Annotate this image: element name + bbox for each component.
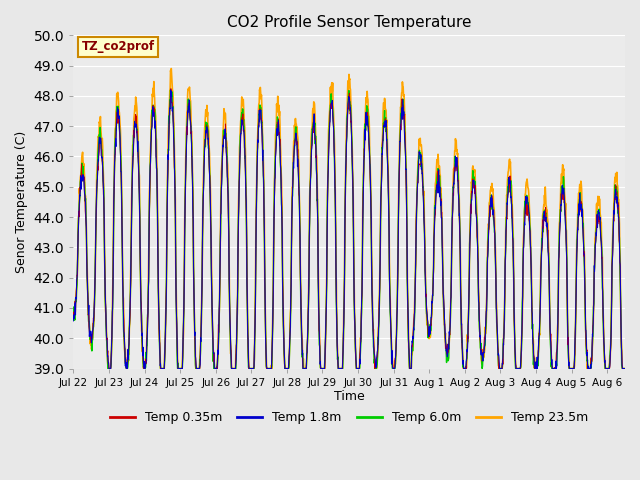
Temp 0.35m <box>488 203 495 208</box>
Temp 6.0m <box>621 366 629 372</box>
Line: Temp 23.5m: Temp 23.5m <box>74 69 625 369</box>
Temp 6.0m <box>170 116 177 122</box>
Temp 1.8m <box>549 366 557 372</box>
Temp 1.8m <box>488 192 495 198</box>
Title: CO2 Profile Sensor Temperature: CO2 Profile Sensor Temperature <box>227 15 472 30</box>
Temp 23.5m <box>621 366 629 372</box>
Temp 23.5m <box>488 187 495 192</box>
Temp 23.5m <box>180 330 188 336</box>
Temp 6.0m <box>166 87 174 93</box>
Temp 0.35m <box>549 366 557 372</box>
Temp 0.35m <box>105 366 113 372</box>
X-axis label: Time: Time <box>334 390 365 403</box>
Temp 23.5m <box>170 95 177 100</box>
Temp 0.35m <box>229 366 237 372</box>
Temp 1.8m <box>170 117 177 122</box>
Temp 1.8m <box>166 87 174 93</box>
Temp 0.35m <box>170 115 177 121</box>
Temp 6.0m <box>488 192 495 198</box>
Temp 6.0m <box>549 366 557 372</box>
Legend: Temp 0.35m, Temp 1.8m, Temp 6.0m, Temp 23.5m: Temp 0.35m, Temp 1.8m, Temp 6.0m, Temp 2… <box>105 406 593 429</box>
Line: Temp 0.35m: Temp 0.35m <box>74 89 625 369</box>
Temp 6.0m <box>104 366 111 372</box>
Temp 6.0m <box>70 304 77 310</box>
Temp 23.5m <box>104 366 112 372</box>
Temp 23.5m <box>549 366 557 372</box>
Temp 23.5m <box>229 366 237 372</box>
Temp 1.8m <box>621 366 629 372</box>
Temp 0.35m <box>70 312 77 318</box>
Temp 6.0m <box>280 322 287 327</box>
Temp 0.35m <box>621 366 629 372</box>
Temp 23.5m <box>280 312 287 318</box>
Temp 1.8m <box>229 366 237 372</box>
Temp 0.35m <box>280 323 287 328</box>
Temp 1.8m <box>280 312 287 317</box>
Text: TZ_co2prof: TZ_co2prof <box>82 40 155 53</box>
Temp 1.8m <box>70 318 77 324</box>
Temp 23.5m <box>70 317 77 323</box>
Temp 0.35m <box>180 316 188 322</box>
Temp 6.0m <box>229 366 237 372</box>
Temp 23.5m <box>168 66 175 72</box>
Line: Temp 1.8m: Temp 1.8m <box>74 90 625 369</box>
Y-axis label: Senor Temperature (C): Senor Temperature (C) <box>15 131 28 273</box>
Temp 0.35m <box>167 86 175 92</box>
Temp 6.0m <box>180 324 188 330</box>
Temp 1.8m <box>105 366 113 372</box>
Temp 1.8m <box>180 320 188 326</box>
Line: Temp 6.0m: Temp 6.0m <box>74 90 625 369</box>
